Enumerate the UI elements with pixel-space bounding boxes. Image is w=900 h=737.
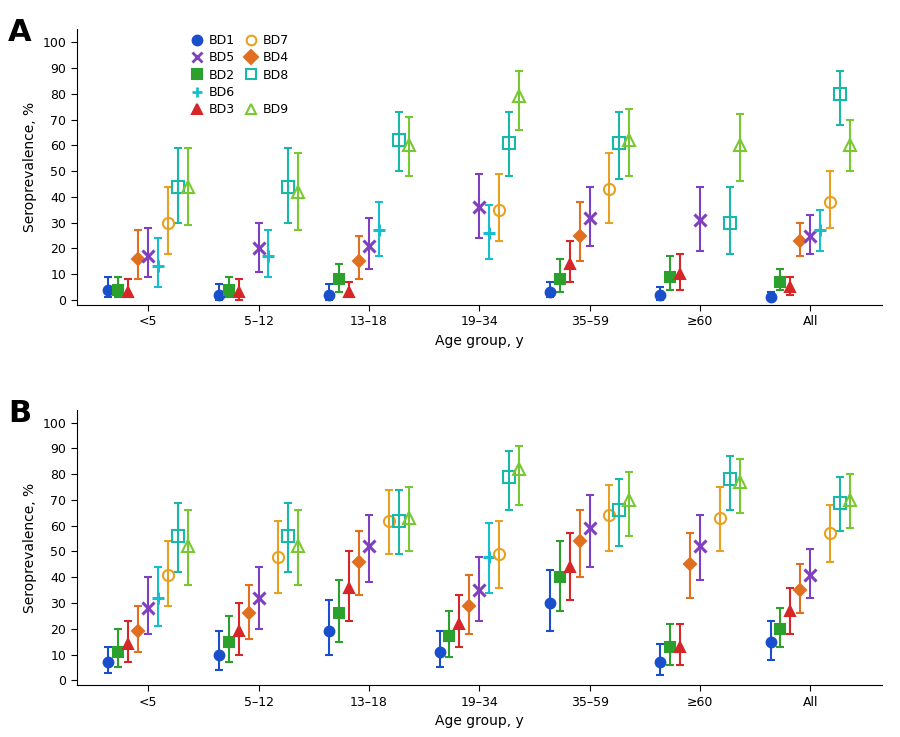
X-axis label: Age group, y: Age group, y	[435, 334, 524, 348]
X-axis label: Age group, y: Age group, y	[435, 714, 524, 728]
Legend: BD1, BD5, BD2, BD6, BD3, BD7, BD4, BD8, , BD9: BD1, BD5, BD2, BD6, BD3, BD7, BD4, BD8, …	[187, 30, 292, 120]
Y-axis label: Seroprevalence, %: Seroprevalence, %	[22, 483, 37, 612]
Y-axis label: Seroprevalence, %: Seroprevalence, %	[22, 102, 37, 232]
Text: B: B	[8, 399, 32, 427]
Text: A: A	[8, 18, 32, 47]
